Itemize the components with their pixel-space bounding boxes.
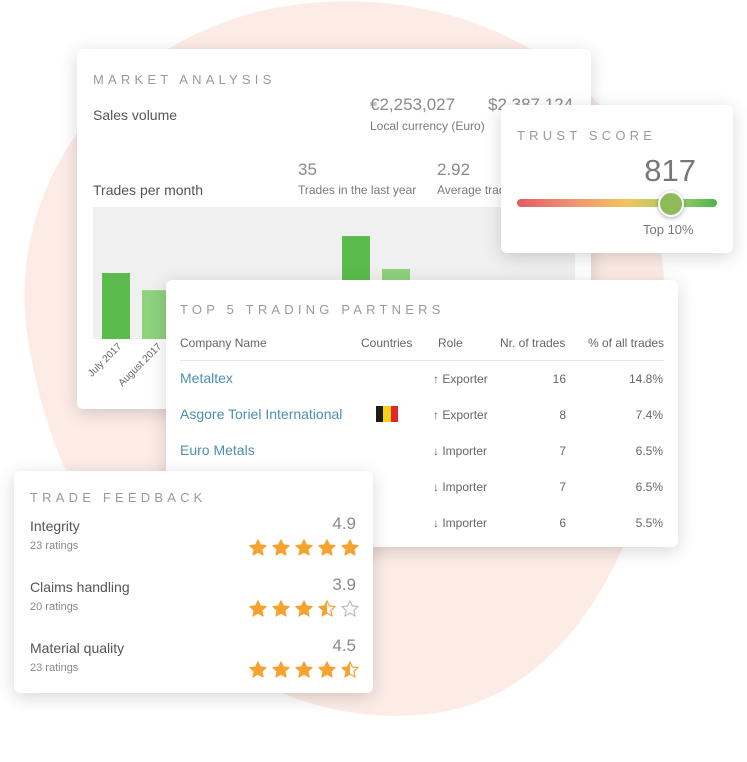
trades-count: 8 — [559, 408, 566, 422]
role-label: Importer — [442, 516, 488, 530]
star-empty-icon — [341, 600, 359, 617]
star-full-icon — [295, 600, 313, 617]
trades-count: 7 — [559, 480, 566, 494]
role-cell: ↑ Exporter — [433, 408, 488, 422]
table-row[interactable]: ↓ Importer 7 6.5% — [166, 469, 678, 505]
company-link[interactable]: Euro Metals — [180, 442, 255, 458]
trades-last-year-value: 35 — [298, 160, 317, 179]
company-link[interactable]: Metaltex — [180, 370, 233, 386]
market-analysis-heading: MARKET ANALYSIS — [93, 72, 276, 87]
star-full-icon — [272, 661, 290, 678]
table-row[interactable]: Asgore Toriel International ↑ Exporter 8… — [166, 397, 678, 433]
feedback-item: Integrity 23 ratings 4.9 — [30, 514, 360, 576]
table-header-divider — [180, 360, 664, 361]
trades-percent: 5.5% — [635, 516, 663, 530]
trust-score-value: 817 — [644, 153, 696, 188]
trades-count: 7 — [559, 444, 566, 458]
trades-count: 6 — [559, 516, 566, 530]
star-full-icon — [272, 539, 290, 556]
trust-score-card: TRUST SCORE 817 Top 10% — [501, 105, 733, 253]
column-percent-trades[interactable]: % of all trades — [588, 336, 665, 350]
trade-feedback-heading: TRADE FEEDBACK — [30, 490, 207, 505]
company-link[interactable]: Asgore Toriel International — [180, 406, 343, 422]
trades-percent: 6.5% — [635, 480, 663, 494]
table-row[interactable]: ↓ Importer 6 5.5% — [166, 505, 678, 541]
trades-percent: 14.8% — [628, 372, 663, 386]
trades-per-month-label: Trades per month — [93, 182, 203, 198]
star-half-icon — [341, 661, 359, 678]
table-row[interactable]: Metaltex ↑ Exporter 16 14.8% — [166, 361, 678, 397]
sales-volume-label: Sales volume — [93, 107, 178, 123]
role-cell: ↓ Importer — [433, 444, 487, 458]
star-rating — [248, 599, 360, 619]
arrow-up-icon: ↑ — [433, 408, 439, 422]
feedback-title: Material quality — [30, 640, 125, 656]
arrow-down-icon: ↓ — [433, 444, 439, 458]
star-full-icon — [295, 661, 313, 678]
feedback-title: Claims handling — [30, 579, 130, 595]
feedback-score: 4.9 — [332, 514, 356, 533]
role-cell: ↓ Importer — [433, 516, 487, 530]
column-role[interactable]: Role — [438, 336, 463, 350]
star-full-icon — [249, 539, 267, 556]
star-half-icon — [318, 600, 336, 617]
trust-score-knob — [658, 191, 684, 217]
star-full-icon — [249, 600, 267, 617]
trades-percent: 7.4% — [635, 408, 663, 422]
star-full-icon — [318, 539, 336, 556]
chart-bar — [142, 290, 170, 339]
trust-score-rank: Top 10% — [643, 222, 694, 237]
feedback-score: 4.5 — [332, 636, 356, 655]
trade-feedback-card: TRADE FEEDBACK Integrity 23 ratings 4.9 … — [14, 471, 373, 693]
arrow-up-icon: ↑ — [433, 372, 439, 386]
arrow-down-icon: ↓ — [433, 516, 439, 530]
column-nr-trades[interactable]: Nr. of trades — [500, 336, 566, 350]
trades-percent: 6.5% — [635, 444, 663, 458]
trades-last-year-label: Trades in the last year — [298, 183, 417, 197]
role-label: Exporter — [442, 372, 488, 386]
feedback-item: Claims handling 20 ratings 3.9 — [30, 575, 360, 637]
feedback-count: 23 ratings — [30, 540, 79, 552]
feedback-item: Material quality 23 ratings 4.5 — [30, 636, 360, 698]
trades-count: 16 — [552, 372, 566, 386]
star-full-icon — [295, 539, 313, 556]
average-trades-value: 2.92 — [437, 160, 471, 179]
trading-partners-heading: TOP 5 TRADING PARTNERS — [180, 302, 445, 317]
sales-volume-currency: Local currency (Euro) — [370, 119, 485, 133]
trust-score-heading: TRUST SCORE — [517, 128, 657, 143]
chart-bar — [102, 273, 130, 339]
role-label: Importer — [442, 444, 488, 458]
feedback-title: Integrity — [30, 518, 80, 534]
role-cell: ↓ Importer — [433, 480, 487, 494]
table-row[interactable]: Euro Metals ↓ Importer 7 6.5% — [166, 433, 678, 469]
star-full-icon — [341, 539, 359, 556]
belgium-flag-icon — [376, 406, 398, 422]
star-full-icon — [272, 600, 290, 617]
star-rating — [248, 660, 360, 680]
x-tick-label: August 2017 — [117, 341, 165, 389]
feedback-count: 23 ratings — [30, 662, 79, 674]
arrow-down-icon: ↓ — [433, 480, 439, 494]
average-trades-label: Average trades — [437, 183, 519, 197]
role-label: Importer — [442, 480, 488, 494]
column-countries[interactable]: Countries — [361, 336, 413, 350]
trust-score-gradient-bar — [517, 199, 717, 207]
sales-volume-value: €2,253,027 — [370, 95, 456, 114]
star-full-icon — [249, 661, 267, 678]
column-company-name[interactable]: Company Name — [180, 336, 267, 350]
star-full-icon — [318, 661, 336, 678]
star-rating — [248, 538, 360, 558]
role-cell: ↑ Exporter — [433, 372, 488, 386]
feedback-score: 3.9 — [332, 575, 356, 594]
role-label: Exporter — [442, 408, 488, 422]
x-tick-label: July 2017 — [86, 341, 124, 379]
feedback-count: 20 ratings — [30, 601, 79, 613]
